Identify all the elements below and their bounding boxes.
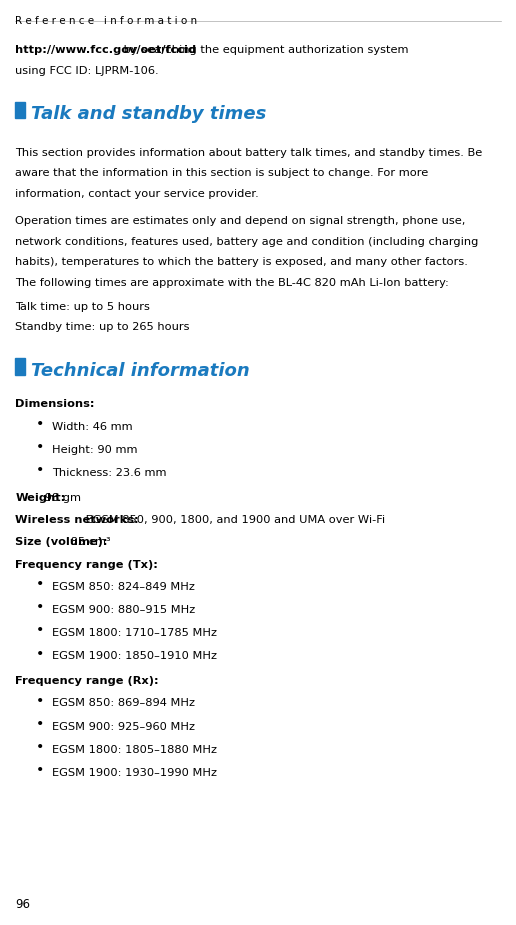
Text: Width: 46 mm: Width: 46 mm — [52, 422, 132, 432]
Text: habits), temperatures to which the battery is exposed, and many other factors.: habits), temperatures to which the batte… — [15, 257, 469, 267]
Text: EGSM 850: 869–894 MHz: EGSM 850: 869–894 MHz — [52, 698, 195, 709]
Text: EGSM 1900: 1930–1990 MHz: EGSM 1900: 1930–1990 MHz — [52, 768, 217, 778]
Text: Talk time: up to 5 hours: Talk time: up to 5 hours — [15, 302, 150, 312]
Text: Frequency range (Tx):: Frequency range (Tx): — [15, 560, 158, 570]
Text: by searching the equipment authorization system: by searching the equipment authorization… — [120, 45, 408, 56]
Text: 96: 96 — [15, 898, 30, 911]
Text: EGSM 850, 900, 1800, and 1900 and UMA over Wi-Fi: EGSM 850, 900, 1800, and 1900 and UMA ov… — [83, 515, 385, 525]
Text: •: • — [36, 417, 44, 431]
Text: Technical information: Technical information — [31, 362, 250, 379]
Bar — [15, 358, 25, 375]
Text: 85 cm³: 85 cm³ — [68, 537, 111, 548]
Text: aware that the information in this section is subject to change. For more: aware that the information in this secti… — [15, 168, 429, 179]
Text: EGSM 1800: 1710–1785 MHz: EGSM 1800: 1710–1785 MHz — [52, 628, 217, 638]
Text: EGSM 900: 880–915 MHz: EGSM 900: 880–915 MHz — [52, 605, 195, 615]
Text: Wireless networks:: Wireless networks: — [15, 515, 139, 525]
Bar — [15, 102, 25, 118]
Text: •: • — [36, 763, 44, 777]
Text: •: • — [36, 440, 44, 454]
Text: EGSM 1900: 1850–1910 MHz: EGSM 1900: 1850–1910 MHz — [52, 651, 217, 661]
Text: R e f e r e n c e   i n f o r m a t i o n: R e f e r e n c e i n f o r m a t i o n — [15, 16, 198, 26]
Text: •: • — [36, 577, 44, 591]
Text: •: • — [36, 463, 44, 477]
Text: •: • — [36, 647, 44, 660]
Text: •: • — [36, 600, 44, 614]
Text: network conditions, features used, battery age and condition (including charging: network conditions, features used, batte… — [15, 237, 479, 247]
Text: EGSM 900: 925–960 MHz: EGSM 900: 925–960 MHz — [52, 722, 195, 732]
Text: •: • — [36, 740, 44, 754]
Text: •: • — [36, 694, 44, 708]
Text: This section provides information about battery talk times, and standby times. B: This section provides information about … — [15, 148, 483, 158]
Text: http://www.fcc.gov/oet/fccid: http://www.fcc.gov/oet/fccid — [15, 45, 197, 56]
Text: 98 gm: 98 gm — [41, 493, 82, 503]
Text: EGSM 1800: 1805–1880 MHz: EGSM 1800: 1805–1880 MHz — [52, 745, 217, 755]
Text: Standby time: up to 265 hours: Standby time: up to 265 hours — [15, 322, 190, 332]
Text: Size (volume):: Size (volume): — [15, 537, 108, 548]
Text: Talk and standby times: Talk and standby times — [31, 105, 266, 123]
Text: •: • — [36, 717, 44, 731]
Text: Frequency range (Rx):: Frequency range (Rx): — [15, 676, 159, 686]
Text: Thickness: 23.6 mm: Thickness: 23.6 mm — [52, 468, 166, 478]
Text: Height: 90 mm: Height: 90 mm — [52, 445, 137, 455]
Text: Dimensions:: Dimensions: — [15, 399, 95, 409]
Text: •: • — [36, 623, 44, 637]
Text: Weight:: Weight: — [15, 493, 66, 503]
Text: The following times are approximate with the BL-4C 820 mAh Li-Ion battery:: The following times are approximate with… — [15, 278, 449, 288]
Text: information, contact your service provider.: information, contact your service provid… — [15, 189, 259, 199]
Text: Operation times are estimates only and depend on signal strength, phone use,: Operation times are estimates only and d… — [15, 216, 466, 227]
Text: EGSM 850: 824–849 MHz: EGSM 850: 824–849 MHz — [52, 582, 195, 592]
Text: using FCC ID: LJPRM-106.: using FCC ID: LJPRM-106. — [15, 66, 159, 76]
